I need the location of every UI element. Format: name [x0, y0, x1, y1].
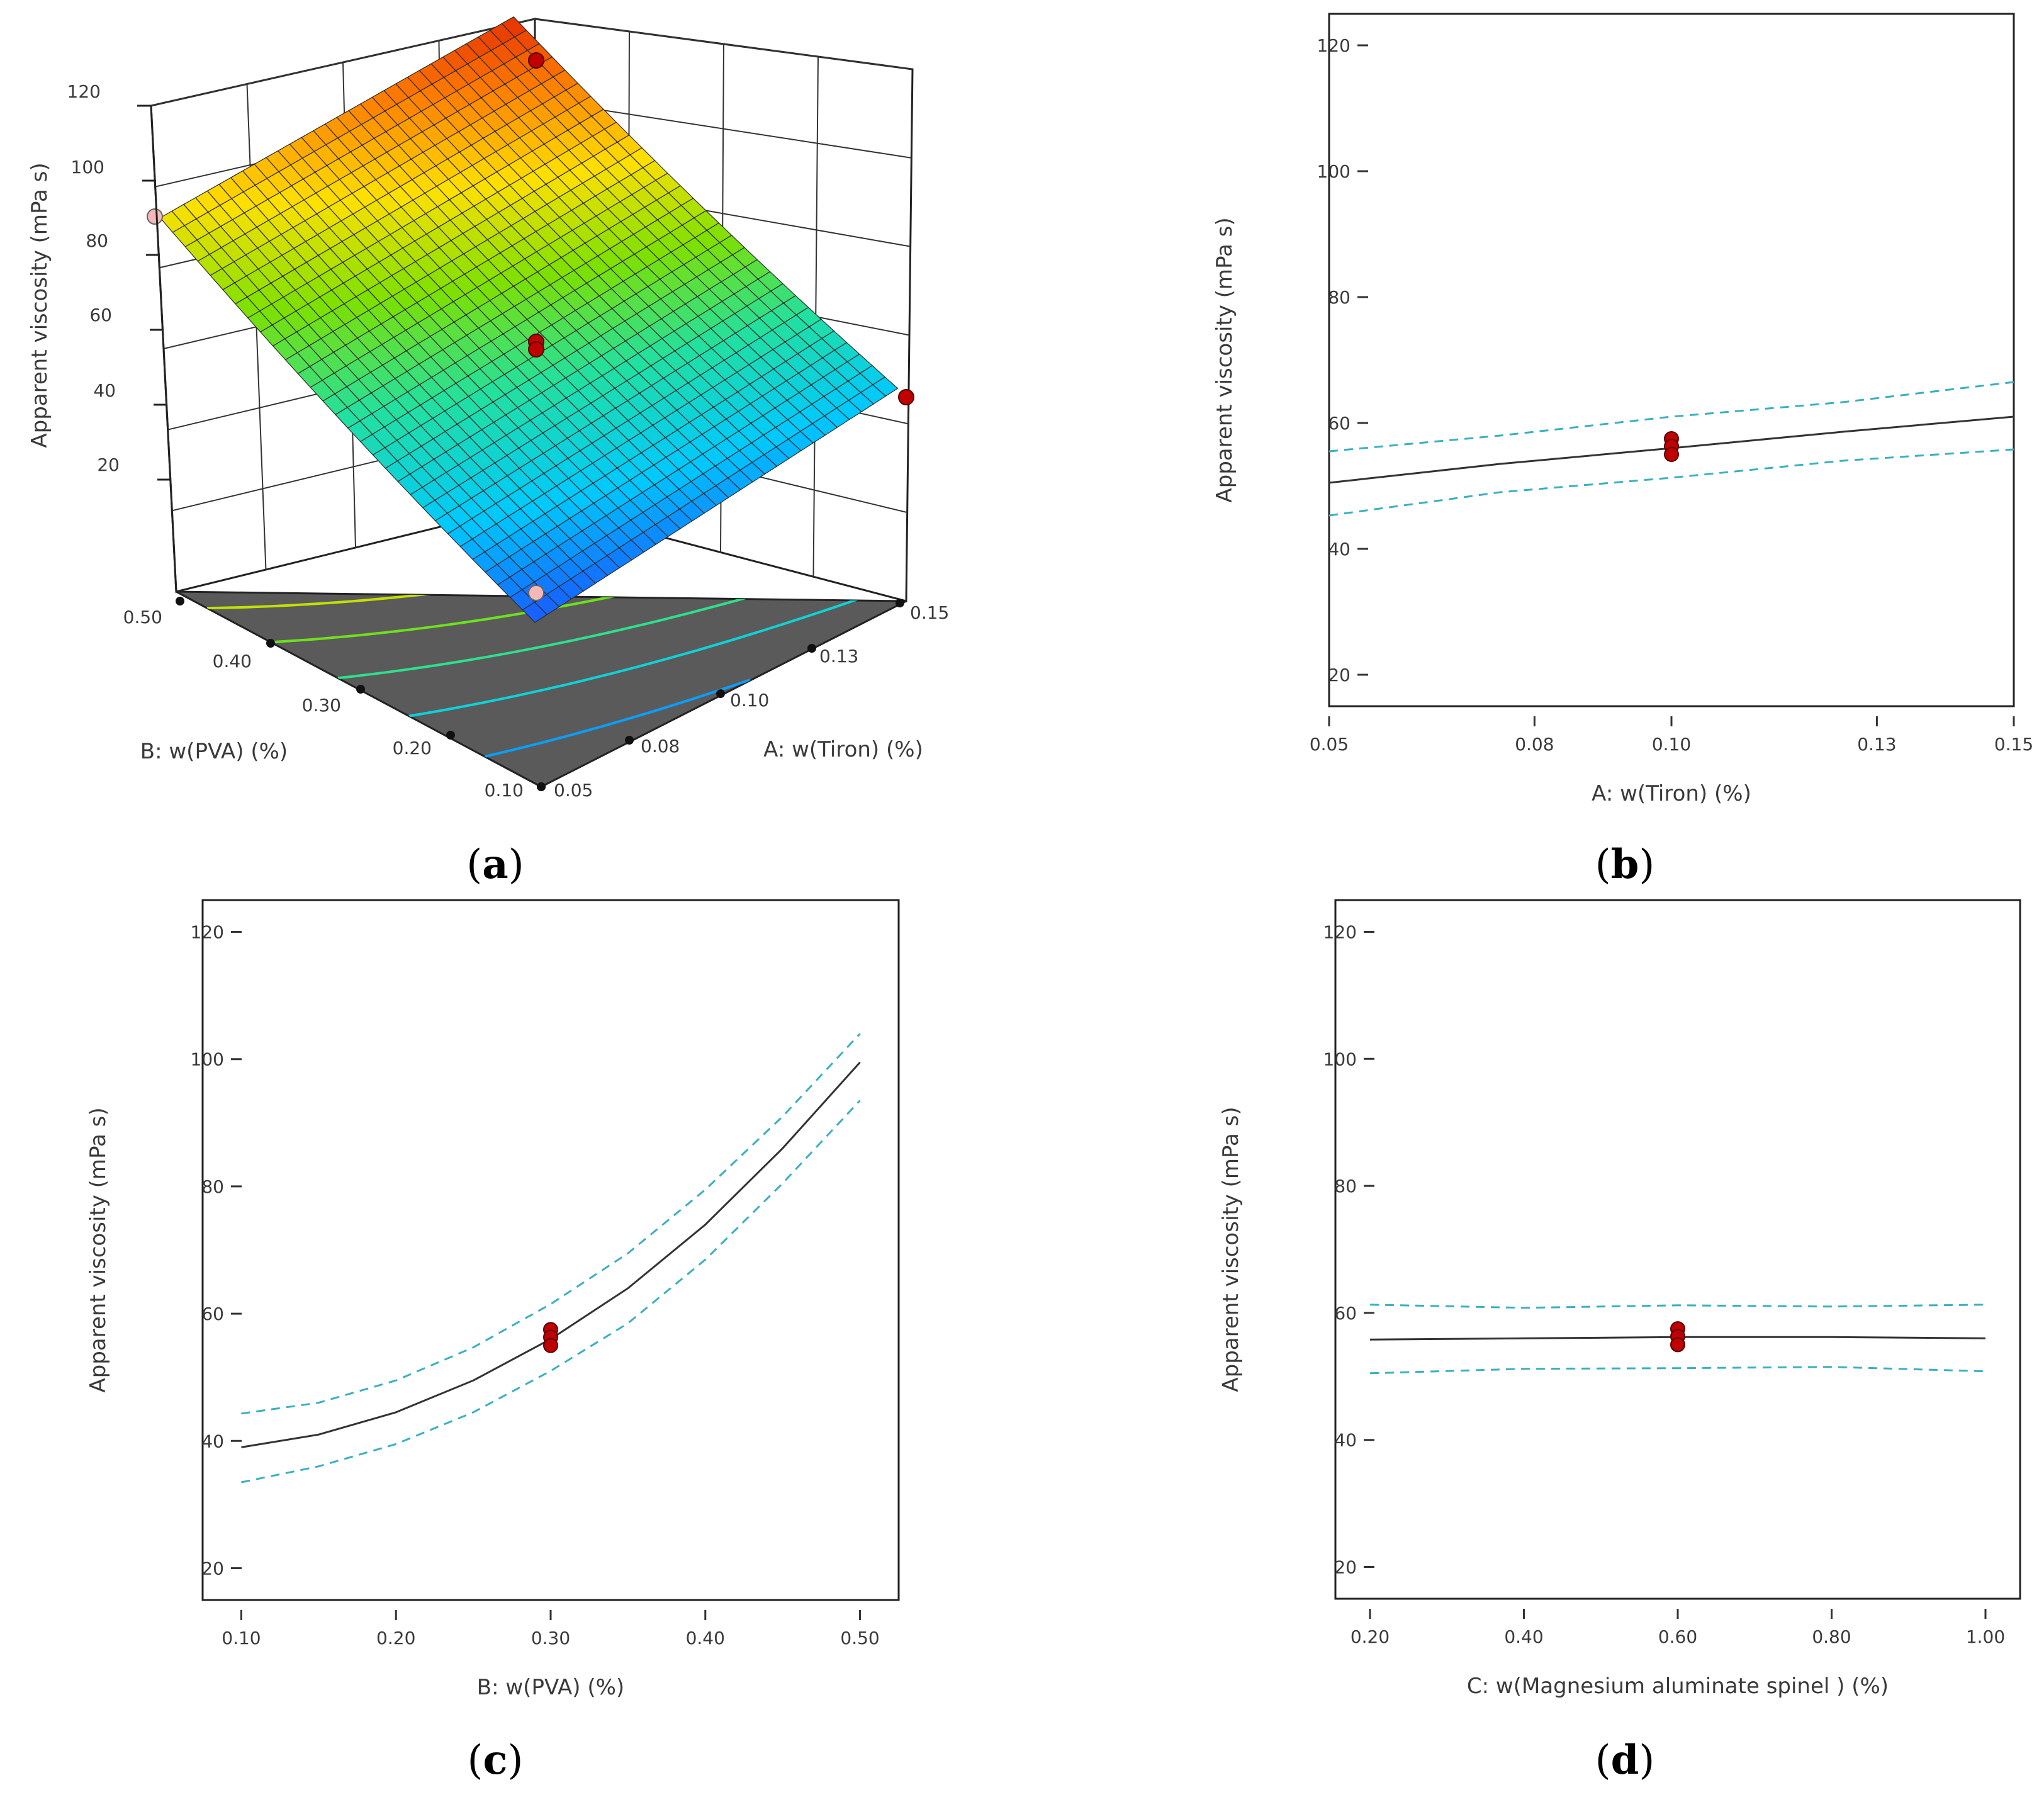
- x-axis-title: C: w(Magnesium aluminate spinel ) (%): [1467, 1674, 1889, 1699]
- design-point: [1664, 447, 1679, 462]
- surface-plot-panel-a: 20 40 60 80 100 120 Apparent viscosity (…: [27, 16, 949, 888]
- line-plot-panel-b: 20 40 60 80 100 120 0.05 0.08 0.10 0.13 0.15 A: w(T…: [1212, 13, 2033, 806]
- b-axis: 0.50 0.40 0.30 0.20 0.10 B: w(PVA) (%): [123, 597, 546, 801]
- y-tick-label: 120: [1317, 35, 1350, 56]
- plot-frame: [201, 899, 900, 1601]
- design-point: [1670, 1337, 1685, 1353]
- a-tick-label: 0.10: [730, 690, 769, 711]
- design-point: [528, 52, 544, 69]
- x-tick-label: 0.50: [840, 1628, 879, 1648]
- panel-label-b: (b): [1595, 841, 1655, 888]
- design-point: [528, 585, 544, 601]
- b-tick-label: 0.50: [123, 607, 162, 628]
- contour-line: [206, 592, 705, 610]
- y-tick-label: 20: [201, 1558, 224, 1579]
- x-tick-label: 1.00: [1966, 1626, 2005, 1647]
- y-axis-title: Apparent viscosity (mPa s): [86, 1107, 111, 1392]
- prediction-line: [241, 1061, 861, 1448]
- a-tick-label: 0.05: [554, 780, 593, 801]
- b-axis-title: B: w(PVA) (%): [140, 739, 288, 764]
- b-tick-label: 0.40: [213, 651, 252, 672]
- contour-line: [484, 679, 751, 758]
- y-tick-label: 100: [1317, 161, 1350, 182]
- y-tick-label: 100: [191, 1049, 224, 1070]
- floor-contours: [206, 592, 877, 758]
- x-axis-title: A: w(Tiron) (%): [1592, 781, 1751, 806]
- contour-line: [337, 592, 817, 680]
- x-tick-label: 0.10: [1652, 734, 1691, 755]
- x-tick-label: 0.13: [1857, 734, 1896, 755]
- a-tick-label: 0.15: [910, 602, 949, 623]
- contour-line: [271, 592, 760, 644]
- a-tick-label: 0.13: [819, 646, 858, 667]
- y-tick-label: 40: [1328, 539, 1350, 560]
- x-tick-label: 0.60: [1658, 1626, 1697, 1647]
- z-tick-label: 120: [67, 81, 101, 102]
- design-point: [898, 389, 914, 405]
- lower-confidence-band: [1369, 1366, 1986, 1375]
- line-plot-panel-c: 20 40 60 80 100 120 0.10 0.20 0.30 0.40 0.50 B: w(P…: [86, 899, 900, 1700]
- y-tick-label: 60: [1328, 413, 1350, 434]
- panel-label-d: (d): [1595, 1737, 1655, 1784]
- upper-confidence-band: [1369, 1304, 1986, 1309]
- y-tick-label: 80: [1328, 287, 1350, 308]
- x-axis-title: B: w(PVA) (%): [477, 1675, 624, 1700]
- z-tick-label: 80: [86, 230, 108, 251]
- y-tick-label: 20: [1328, 665, 1350, 685]
- x-tick-label: 0.80: [1812, 1626, 1851, 1647]
- y-tick-label: 60: [201, 1304, 224, 1324]
- design-point: [543, 1338, 558, 1353]
- response-surface: [159, 16, 899, 623]
- b-tick-label: 0.30: [302, 695, 341, 716]
- design-point: [147, 208, 163, 225]
- y-tick-label: 40: [201, 1431, 224, 1451]
- x-tick-label: 0.30: [531, 1628, 570, 1648]
- z-tick-label: 100: [71, 157, 104, 177]
- design-point: [528, 341, 544, 358]
- z-axis-title: Apparent viscosity (mPa s): [27, 162, 52, 448]
- b-tick-label: 0.20: [393, 738, 432, 758]
- a-axis: 0.05 0.08 0.10 0.13 0.15 A: w(Tiron) (%): [537, 599, 949, 801]
- z-axis: 20 40 60 80 100 120 Apparent viscosity (…: [27, 81, 177, 592]
- upper-confidence-band: [241, 1033, 861, 1415]
- line-plot-panel-d: 20 40 60 80 100 120 0.20 0.40 0.60 0.80 1.00 C: w(M…: [1218, 899, 2021, 1699]
- x-tick-label: 0.40: [686, 1628, 725, 1648]
- z-tick-label: 60: [89, 305, 112, 325]
- y-tick-label: 80: [1334, 1176, 1357, 1197]
- x-tick-label: 0.10: [222, 1628, 261, 1648]
- panel-label-a: (a): [466, 841, 524, 888]
- y-axis-title: Apparent viscosity (mPa s): [1218, 1107, 1244, 1392]
- y-tick-label: 40: [1334, 1430, 1357, 1451]
- contour-line: [408, 592, 877, 718]
- x-tick-label: 0.08: [1515, 734, 1554, 755]
- z-tick-label: 40: [93, 380, 116, 401]
- y-tick-label: 60: [1334, 1303, 1357, 1324]
- y-tick-label: 100: [1323, 1049, 1357, 1069]
- plot-frame: [1328, 13, 2015, 707]
- z-tick-label: 20: [97, 454, 120, 475]
- b-tick-label: 0.10: [485, 780, 524, 801]
- x-tick-label: 0.40: [1504, 1626, 1543, 1647]
- y-axis-title: Apparent viscosity (mPa s): [1212, 217, 1237, 502]
- y-tick-label: 20: [1334, 1557, 1357, 1578]
- a-axis-title: A: w(Tiron) (%): [763, 737, 923, 762]
- x-tick-label: 0.05: [1310, 734, 1349, 755]
- x-tick-label: 0.20: [376, 1628, 415, 1648]
- a-tick-label: 0.08: [641, 736, 680, 757]
- lower-confidence-band: [241, 1100, 861, 1484]
- x-tick-label: 0.15: [1994, 734, 2033, 755]
- y-tick-label: 120: [191, 922, 224, 943]
- surface-cell: [522, 601, 548, 623]
- design-points: [147, 52, 914, 601]
- x-tick-label: 0.20: [1350, 1626, 1390, 1647]
- plot-frame: [1334, 899, 2021, 1600]
- y-tick-label: 80: [201, 1176, 224, 1197]
- y-tick-label: 120: [1323, 921, 1357, 942]
- panel-label-c: (c): [468, 1737, 524, 1784]
